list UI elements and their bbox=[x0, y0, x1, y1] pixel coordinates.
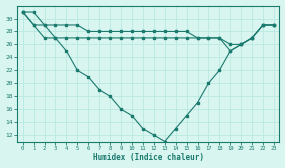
X-axis label: Humidex (Indice chaleur): Humidex (Indice chaleur) bbox=[93, 153, 204, 162]
